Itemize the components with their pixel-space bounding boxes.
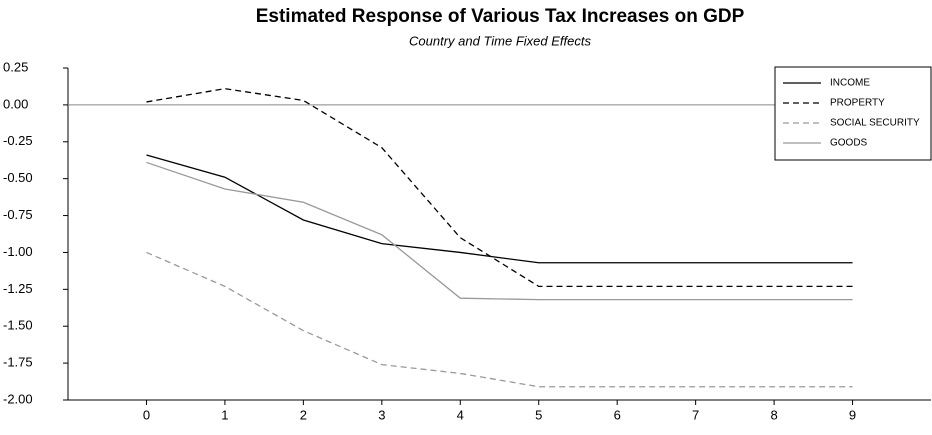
x-tick-label: 7 <box>692 407 699 422</box>
x-tick-label: 1 <box>221 407 228 422</box>
y-tick-label: -1.25 <box>3 281 33 296</box>
x-tick-label: 2 <box>300 407 307 422</box>
series-line <box>146 154 853 264</box>
legend-label: GOODS <box>830 138 868 149</box>
x-tick-label: 5 <box>535 407 542 422</box>
series-line <box>146 87 853 288</box>
series-line <box>146 251 853 388</box>
y-tick-label: -0.25 <box>3 133 33 148</box>
x-tick-label: 8 <box>770 407 777 422</box>
x-tick-label: 9 <box>849 407 856 422</box>
x-tick-label: 6 <box>614 407 621 422</box>
series-line <box>146 161 853 301</box>
y-tick-label: -1.00 <box>3 244 33 259</box>
y-tick-label: 0.25 <box>3 59 28 74</box>
y-tick-label: 0.00 <box>3 96 28 111</box>
x-tick-label: 0 <box>143 407 150 422</box>
chart-subtitle: Country and Time Fixed Effects <box>409 33 591 48</box>
y-tick-label: -0.50 <box>3 170 33 185</box>
legend-label: INCOME <box>830 78 870 89</box>
chart-title: Estimated Response of Various Tax Increa… <box>256 6 745 27</box>
y-tick-label: -1.50 <box>3 318 33 333</box>
y-tick-label: -0.75 <box>3 207 33 222</box>
y-tick-label: -2.00 <box>3 391 33 406</box>
legend-label: SOCIAL SECURITY <box>830 118 920 129</box>
legend-label: PROPERTY <box>830 98 885 109</box>
x-tick-label: 3 <box>378 407 385 422</box>
x-tick-label: 4 <box>457 407 464 422</box>
y-tick-label: -1.75 <box>3 355 33 370</box>
